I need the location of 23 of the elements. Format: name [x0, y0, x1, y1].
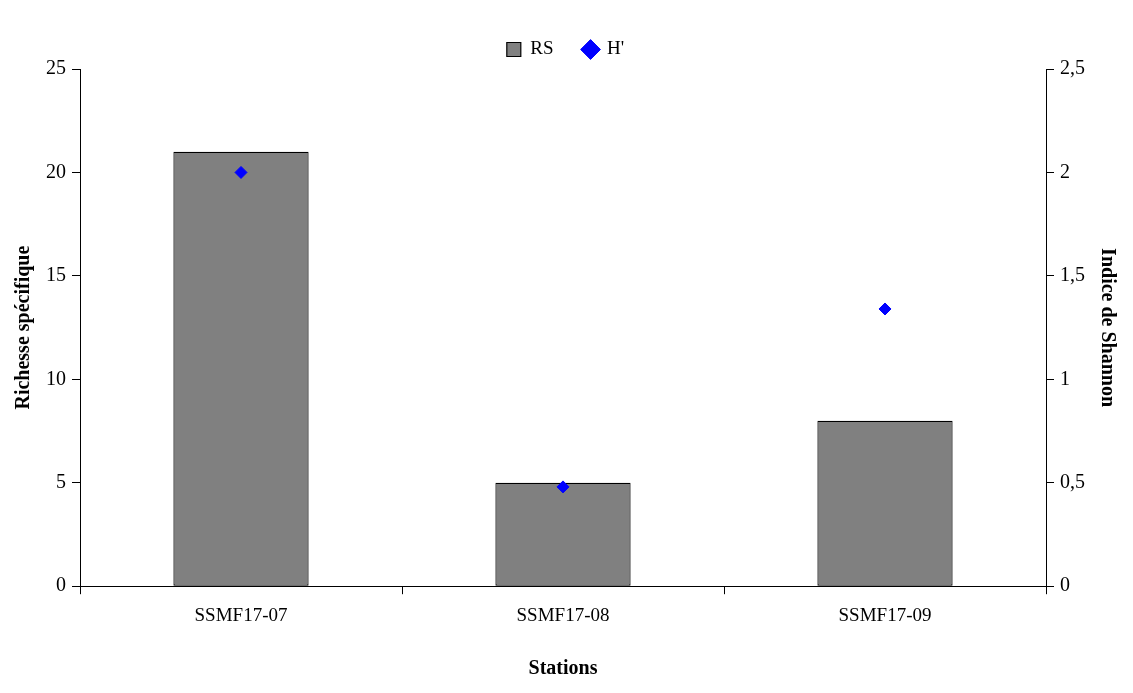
y2-axis-title: Indice de Shannon: [1097, 248, 1120, 408]
y2-tick-label: 1,5: [1060, 263, 1085, 286]
x-tick-label: SSMF17-09: [838, 603, 932, 625]
y2-tick-label: 1: [1060, 366, 1070, 389]
legend-label: H': [607, 37, 625, 59]
y-tick-label: 10: [46, 366, 66, 389]
y2-tick-label: 0,5: [1060, 470, 1085, 493]
point: [234, 165, 248, 179]
y-axis-title: Richesse spécifique: [11, 245, 35, 410]
y2-tick-label: 2: [1060, 159, 1070, 182]
x-tick-label: SSMF17-07: [194, 603, 288, 625]
x-tick-label: SSMF17-08: [516, 603, 610, 625]
y-tick-label: 0: [56, 573, 66, 596]
point: [878, 302, 892, 316]
y-tick-label: 25: [46, 56, 66, 79]
legend-label: RS: [530, 37, 554, 59]
y-tick-label: 15: [46, 263, 66, 286]
y2-tick-label: 2,5: [1060, 56, 1085, 79]
y-tick-label: 5: [56, 470, 66, 493]
y2-tick-label: 0: [1060, 573, 1070, 596]
point: [556, 480, 570, 494]
x-axis-title: Stations: [528, 656, 598, 679]
y-tick-label: 20: [46, 159, 66, 182]
